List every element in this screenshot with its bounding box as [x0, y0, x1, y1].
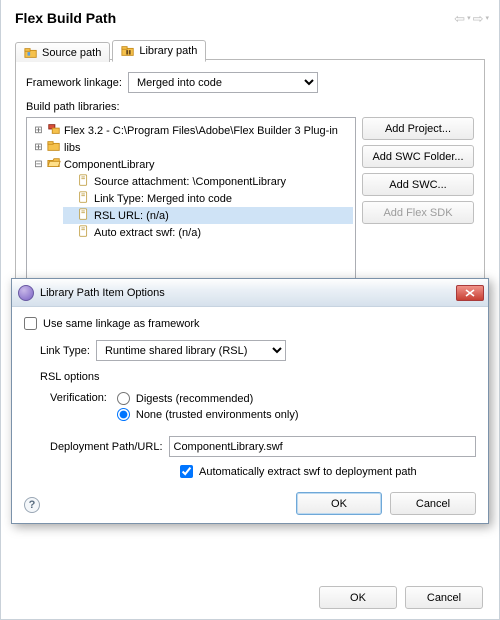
tree-label: Auto extract swf: (n/a): [94, 227, 201, 239]
tree-label: Link Type: Merged into code: [94, 193, 232, 205]
tree-item-linktype[interactable]: Link Type: Merged into code: [63, 190, 353, 207]
tree-item-sdk[interactable]: ⊞ Flex 3.2 - C:\Program Files\Adobe\Flex…: [33, 122, 353, 139]
tree-label: RSL URL: (n/a): [94, 210, 169, 222]
framework-linkage-label: Framework linkage:: [26, 77, 122, 89]
add-flex-sdk-button: Add Flex SDK: [362, 201, 474, 224]
add-swc-button[interactable]: Add SWC...: [362, 173, 474, 196]
folder-icon: [47, 139, 61, 156]
verification-none-radio[interactable]: None (trusted environments only): [117, 408, 299, 421]
tree-item-autoextract[interactable]: Auto extract swf: (n/a): [63, 224, 353, 241]
nav-history: ⇦ ▾ ⇨ ▾: [454, 12, 489, 25]
dialog-ok-button[interactable]: OK: [296, 492, 382, 515]
verification-digests-radio[interactable]: Digests (recommended): [117, 392, 299, 405]
link-type-label: Link Type:: [40, 345, 90, 357]
use-same-linkage-label: Use same linkage as framework: [43, 318, 200, 330]
tree-label: ComponentLibrary: [64, 159, 155, 171]
tree-label: Source attachment: \ComponentLibrary: [94, 176, 286, 188]
cancel-button[interactable]: Cancel: [405, 586, 483, 609]
deployment-label: Deployment Path/URL:: [50, 441, 163, 453]
eclipse-icon: [18, 285, 34, 301]
dialog-cancel-button[interactable]: Cancel: [390, 492, 476, 515]
tree-label: libs: [64, 142, 81, 154]
link-type-select[interactable]: Runtime shared library (RSL): [96, 340, 286, 361]
verification-digests-input[interactable]: [117, 392, 130, 405]
attach-icon: [77, 224, 91, 241]
add-project-button[interactable]: Add Project...: [362, 117, 474, 140]
tree-item-libs[interactable]: ⊞ libs: [33, 139, 353, 156]
tree-item-rslurl[interactable]: RSL URL: (n/a): [63, 207, 353, 224]
verification-none-label: None (trusted environments only): [136, 409, 299, 421]
sdk-icon: [47, 122, 61, 139]
nav-fwd-menu-icon[interactable]: ▾: [485, 15, 489, 22]
auto-extract-label: Automatically extract swf to deployment …: [199, 466, 417, 478]
build-path-libs-label: Build path libraries:: [26, 101, 474, 113]
framework-linkage-select[interactable]: Merged into code: [128, 72, 318, 93]
attach-icon: [77, 207, 91, 224]
deployment-url-input[interactable]: [169, 436, 477, 457]
collapse-icon[interactable]: ⊟: [33, 159, 44, 170]
verification-label: Verification:: [50, 389, 107, 424]
attach-icon: [77, 173, 91, 190]
rsl-options-label: RSL options: [40, 371, 476, 383]
ok-button[interactable]: OK: [319, 586, 397, 609]
nav-back-icon[interactable]: ⇦: [454, 12, 465, 25]
expand-icon[interactable]: ⊞: [33, 142, 44, 153]
folder-open-icon: [47, 156, 61, 173]
add-swc-folder-button[interactable]: Add SWC Folder...: [362, 145, 474, 168]
tree-item-componentlib[interactable]: ⊟ ComponentLibrary: [33, 156, 353, 173]
help-button[interactable]: ?: [24, 497, 40, 513]
verification-none-input[interactable]: [117, 408, 130, 421]
attach-icon: [77, 190, 91, 207]
verification-digests-label: Digests (recommended): [136, 393, 253, 405]
tab-library-label: Library path: [139, 45, 197, 57]
dialog-title: Library Path Item Options: [40, 287, 450, 299]
nav-fwd-icon[interactable]: ⇨: [473, 12, 484, 25]
tab-source-path[interactable]: Source path: [15, 42, 110, 62]
nav-back-menu-icon[interactable]: ▾: [467, 15, 471, 22]
help-icon: ?: [29, 499, 36, 511]
tree-label: Flex 3.2 - C:\Program Files\Adobe\Flex B…: [64, 125, 338, 137]
expand-icon[interactable]: ⊞: [33, 125, 44, 136]
tab-library-path[interactable]: Library path: [112, 40, 206, 62]
use-same-linkage-checkbox[interactable]: Use same linkage as framework: [24, 317, 476, 330]
page-title: Flex Build Path: [15, 10, 116, 26]
auto-extract-input[interactable]: [180, 465, 193, 478]
folder-library-icon: [121, 44, 135, 58]
dialog-titlebar[interactable]: Library Path Item Options: [12, 279, 488, 307]
folder-source-icon: [24, 46, 38, 60]
close-icon: [465, 289, 475, 297]
dialog-close-button[interactable]: [456, 285, 484, 301]
auto-extract-checkbox[interactable]: Automatically extract swf to deployment …: [180, 465, 476, 478]
tab-source-label: Source path: [42, 47, 101, 59]
tree-item-source-attach[interactable]: Source attachment: \ComponentLibrary: [63, 173, 353, 190]
use-same-linkage-input[interactable]: [24, 317, 37, 330]
library-path-options-dialog: Library Path Item Options Use same linka…: [11, 278, 489, 524]
